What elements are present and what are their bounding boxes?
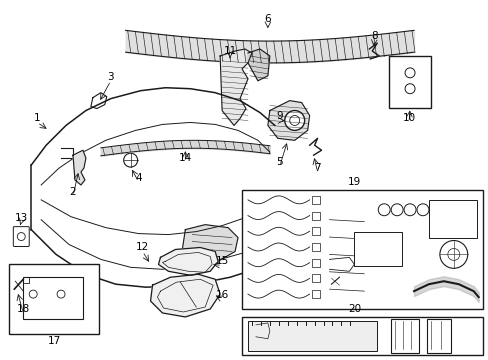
Text: 2: 2 — [69, 187, 76, 197]
Polygon shape — [220, 49, 251, 125]
FancyBboxPatch shape — [311, 274, 319, 282]
Polygon shape — [247, 49, 269, 81]
FancyBboxPatch shape — [388, 56, 430, 108]
FancyBboxPatch shape — [247, 321, 376, 351]
Polygon shape — [158, 247, 218, 275]
Text: 19: 19 — [347, 177, 360, 187]
Polygon shape — [267, 100, 309, 140]
Text: 9: 9 — [276, 112, 283, 121]
Text: 18: 18 — [17, 304, 30, 314]
FancyBboxPatch shape — [311, 243, 319, 251]
FancyBboxPatch shape — [426, 319, 450, 353]
Text: 14: 14 — [178, 153, 192, 163]
Text: 3: 3 — [107, 72, 114, 82]
FancyBboxPatch shape — [390, 319, 418, 353]
FancyBboxPatch shape — [311, 227, 319, 235]
Circle shape — [439, 240, 467, 268]
Polygon shape — [73, 150, 86, 185]
Text: 6: 6 — [264, 14, 271, 24]
Text: 10: 10 — [402, 113, 415, 123]
FancyBboxPatch shape — [13, 227, 29, 247]
Text: 12: 12 — [136, 243, 149, 252]
Text: 17: 17 — [47, 336, 61, 346]
Text: 20: 20 — [347, 304, 360, 314]
Text: 1: 1 — [34, 113, 41, 123]
Text: 13: 13 — [15, 213, 28, 223]
FancyBboxPatch shape — [242, 190, 482, 309]
FancyBboxPatch shape — [311, 290, 319, 298]
FancyBboxPatch shape — [311, 212, 319, 220]
FancyBboxPatch shape — [354, 231, 401, 266]
FancyBboxPatch shape — [23, 277, 83, 319]
Circle shape — [284, 111, 304, 130]
FancyBboxPatch shape — [9, 264, 99, 334]
Text: 16: 16 — [215, 290, 228, 300]
Text: 8: 8 — [370, 31, 377, 41]
Text: 15: 15 — [215, 256, 228, 266]
FancyBboxPatch shape — [242, 317, 482, 355]
Circle shape — [123, 153, 137, 167]
Text: 11: 11 — [223, 46, 236, 56]
FancyBboxPatch shape — [311, 196, 319, 204]
Text: 7: 7 — [314, 163, 320, 173]
FancyBboxPatch shape — [428, 200, 476, 238]
Polygon shape — [182, 225, 238, 261]
FancyBboxPatch shape — [311, 259, 319, 267]
Text: 5: 5 — [276, 157, 283, 167]
Polygon shape — [150, 274, 220, 317]
Text: 4: 4 — [135, 173, 142, 183]
